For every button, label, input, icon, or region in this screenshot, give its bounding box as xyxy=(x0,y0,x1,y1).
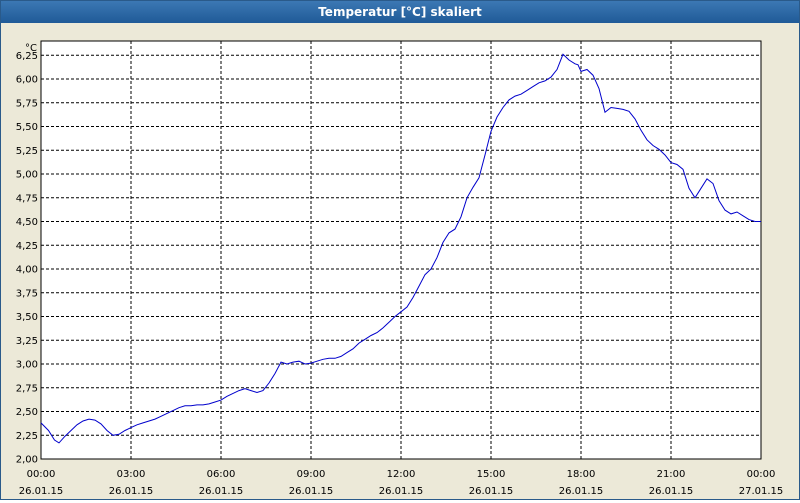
y-tick-label: 5,75 xyxy=(16,98,38,109)
x-tick-time-label: 00:00 xyxy=(747,469,776,480)
x-tick-time-label: 15:00 xyxy=(477,469,506,480)
x-tick-date-label: 26.01.15 xyxy=(19,486,64,497)
x-tick-time-label: 18:00 xyxy=(567,469,596,480)
x-tick-date-label: 26.01.15 xyxy=(559,486,604,497)
x-tick-time-label: 06:00 xyxy=(207,469,236,480)
window-title: Temperatur [°C] skaliert xyxy=(1,1,799,23)
y-tick-label: 2,00 xyxy=(16,455,38,466)
x-tick-time-label: 03:00 xyxy=(117,469,146,480)
x-tick-date-label: 26.01.15 xyxy=(469,486,514,497)
y-tick-label: 4,00 xyxy=(16,265,38,276)
plot-background xyxy=(40,40,762,460)
y-axis: 2,00 2,25 2,50 2,75 3,00 3,25 3,50 3,75 4,00 4,25… xyxy=(16,51,38,466)
y-tick-label: 4,75 xyxy=(16,193,38,204)
y-tick-label: 2,25 xyxy=(16,431,38,442)
series-line xyxy=(40,53,761,444)
x-tick-date-label: 26.01.15 xyxy=(649,486,694,497)
x-tick-date-label: 26.01.15 xyxy=(379,486,424,497)
y-tick-label: 4,25 xyxy=(16,241,38,252)
x-tick-time-label: 00:00 xyxy=(27,469,56,480)
y-tick-label: 4,50 xyxy=(16,217,38,228)
x-tick-date-label: 27.01.15 xyxy=(739,486,784,497)
grid-lines xyxy=(41,41,761,459)
y-tick-label: 3,25 xyxy=(16,336,38,347)
x-tick-date-label: 26.01.15 xyxy=(109,486,154,497)
y-tick-label: 6,00 xyxy=(16,75,38,86)
x-tick-time-label: 21:00 xyxy=(657,469,686,480)
y-tick-label: 6,25 xyxy=(16,51,38,62)
x-tick-date-label: 26.01.15 xyxy=(289,486,334,497)
x-tick-time-label: 12:00 xyxy=(387,469,416,480)
y-tick-label: 2,75 xyxy=(16,383,38,394)
y-tick-label: 3,50 xyxy=(16,312,38,323)
x-tick-date-label: 26.01.15 xyxy=(199,486,244,497)
x-axis: 00:00 26.01.15 03:00 26.01.15 06:00 26.01.15 0… xyxy=(19,469,784,497)
y-tick-label: 5,50 xyxy=(16,122,38,133)
y-axis-unit-label: °C xyxy=(25,43,37,54)
y-tick-label: 5,25 xyxy=(16,146,38,157)
temperature-chart: 2,00 2,25 2,50 2,75 3,00 3,25 3,50 3,75 4,00 4,25… xyxy=(16,40,784,497)
y-tick-label: 3,00 xyxy=(16,360,38,371)
y-tick-label: 2,50 xyxy=(16,407,38,418)
chart-area: 2,00 2,25 2,50 2,75 3,00 3,25 3,50 3,75 4,00 4,25… xyxy=(1,23,799,499)
y-tick-label: 5,00 xyxy=(16,170,38,181)
x-tick-time-label: 09:00 xyxy=(297,469,326,480)
y-tick-label: 3,75 xyxy=(16,288,38,299)
